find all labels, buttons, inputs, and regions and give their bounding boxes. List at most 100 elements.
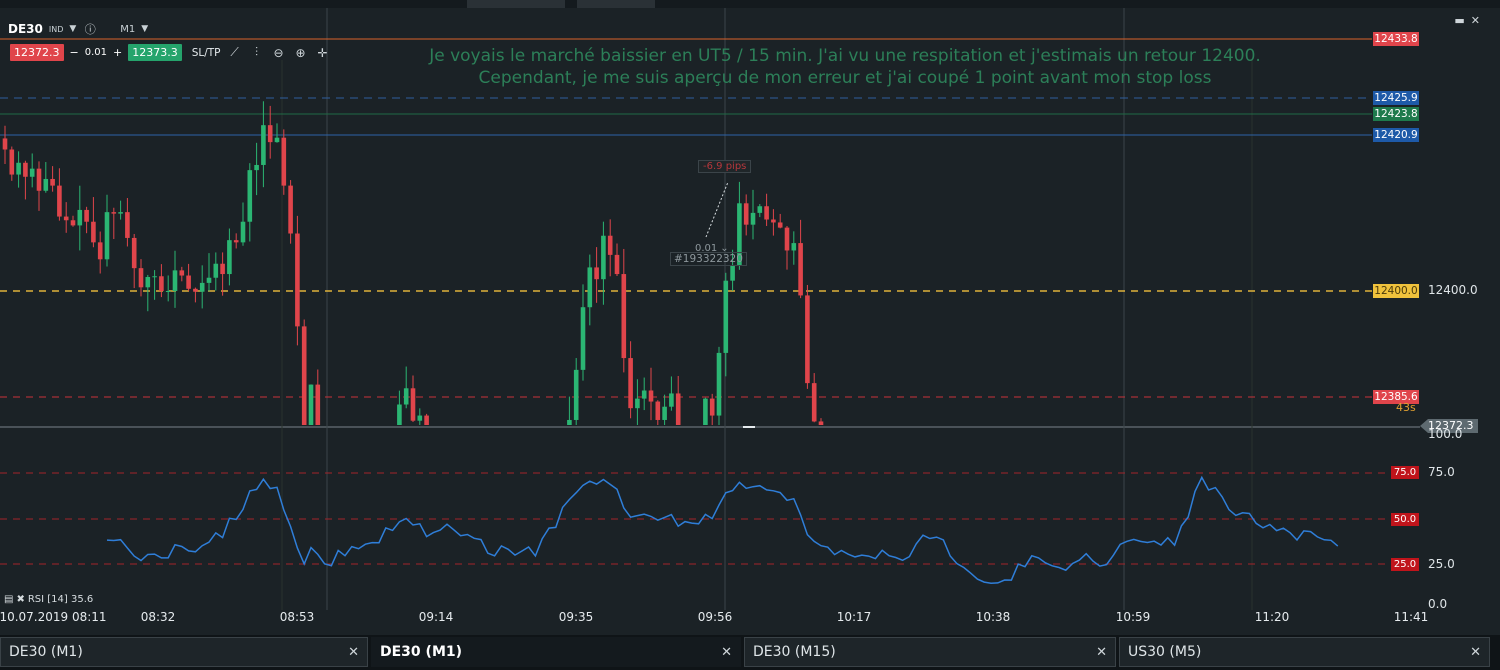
symbol-dropdown-icon[interactable]: ▼ (69, 24, 77, 34)
close-icon[interactable]: ✕ (1470, 645, 1481, 660)
close-icon[interactable]: ✕ (721, 645, 732, 660)
indicators-icon[interactable]: ⫶ (255, 45, 259, 59)
candle-up (403, 388, 409, 405)
timeframe-selector[interactable]: M1 (120, 23, 136, 35)
minimize-icon[interactable]: ▬ (1454, 14, 1465, 27)
x-axis-label: 09:14 (418, 610, 454, 624)
tab-us30-m5[interactable]: US30 (M5) ✕ (1119, 637, 1490, 667)
candle-up (641, 390, 647, 399)
price-axis-label: 12400.0 (1428, 283, 1478, 297)
zoom-in-icon[interactable]: ⊕ (295, 45, 306, 60)
lot-decrease-button[interactable]: − (69, 46, 79, 59)
candle-down (315, 384, 321, 425)
candle-down (301, 326, 307, 425)
candle-up (145, 276, 151, 288)
x-axis-label: 10:59 (1115, 610, 1151, 624)
candle-down (764, 206, 769, 220)
timeframe-dropdown-icon[interactable]: ▼ (141, 24, 149, 34)
price-label-yellow[interactable]: 12400.0 (1373, 284, 1419, 298)
rsi-axis-25: 25.0 (1428, 557, 1455, 571)
tab-de30-m15[interactable]: DE30 (M15) ✕ (744, 637, 1116, 667)
candle-up (152, 276, 157, 278)
candle-down (186, 275, 191, 289)
price-label-orange[interactable]: 12433.8 (1373, 32, 1419, 46)
candle-down (97, 242, 103, 260)
candle-up (737, 203, 742, 266)
trade-volume: 0.01 (695, 243, 718, 254)
indicator-settings-icon[interactable]: ▤ (4, 594, 14, 605)
symbol-name[interactable]: DE30 (8, 22, 43, 36)
chart-area[interactable] (0, 0, 1500, 635)
x-axis-label: 08:32 (140, 610, 176, 624)
candle-up (247, 170, 253, 222)
price-label-red[interactable]: 12385.6 (1373, 390, 1419, 404)
trade-ticket-label[interactable]: #193322320 (670, 252, 747, 266)
trade-volume-label[interactable]: 0.01 ⌄ (695, 243, 729, 254)
candle-down (159, 276, 164, 291)
x-axis-label: 10:38 (975, 610, 1011, 624)
tab-de30-m1-active[interactable]: DE30 (M1) ✕ (371, 637, 741, 667)
candle-down (784, 227, 790, 251)
tab-label: DE30 (M1) (380, 644, 463, 660)
candle-down (424, 415, 429, 425)
lot-size-input[interactable]: 0.01 (84, 47, 107, 58)
close-icon[interactable]: ✕ (1470, 14, 1480, 27)
candle-down (36, 168, 42, 191)
candle-down (91, 221, 96, 243)
indicator-remove-icon[interactable]: ✖ (16, 594, 25, 605)
tab-de30-m1[interactable]: DE30 (M1) ✕ (0, 637, 368, 667)
chart-annotation[interactable]: Je voyais le marché baissier en UT5 / 15… (360, 45, 1330, 89)
candle-up (199, 282, 205, 292)
price-label-green[interactable]: 12423.8 (1373, 107, 1419, 121)
chart-type-icon[interactable]: ⟋ (230, 45, 239, 59)
candle-down (111, 212, 117, 214)
x-axis-label: 11:20 (1254, 610, 1290, 624)
x-axis-label: 09:56 (697, 610, 733, 624)
trade-toolbar: 12372.3 − 0.01 + 12373.3 SL/TP ⟋ ⫶ ⊖ ⊕ ✛ (10, 43, 331, 62)
sltp-button[interactable]: SL/TP (191, 46, 221, 59)
candle-down (125, 212, 130, 238)
candle-up (165, 291, 171, 292)
close-icon[interactable]: ✕ (348, 645, 359, 660)
candle-up (757, 206, 763, 213)
candle-down (220, 263, 225, 275)
price-label-blue[interactable]: 12420.9 (1373, 128, 1419, 142)
rsi-indicator-label[interactable]: ▤ ✖ RSI [14] 35.6 (4, 594, 93, 605)
candle-down (655, 401, 661, 420)
candle-down (193, 288, 198, 292)
candle-up (662, 406, 667, 420)
candle-down (179, 270, 185, 276)
sell-button[interactable]: 12372.3 (10, 44, 64, 61)
candle-down (2, 138, 8, 150)
candle-up (308, 384, 314, 425)
zoom-out-icon[interactable]: ⊖ (273, 45, 284, 60)
x-axis-label: 11:41 (1393, 610, 1429, 624)
close-icon[interactable]: ✕ (1096, 645, 1107, 660)
candle-down (805, 295, 810, 384)
chevron-down-icon[interactable]: ⌄ (720, 243, 729, 254)
crosshair-icon[interactable]: ✛ (317, 45, 328, 60)
candle-down (9, 149, 15, 175)
top-tab-segment[interactable] (577, 0, 655, 8)
rsi-level-label-25: 25.0 (1391, 558, 1419, 571)
candle-down (70, 220, 76, 226)
candle-down (607, 235, 613, 255)
lot-increase-button[interactable]: + (112, 46, 123, 59)
candle-down (818, 421, 824, 425)
candle-up (77, 209, 83, 226)
candle-up (118, 212, 123, 214)
candle-down (84, 209, 89, 222)
candle-down (771, 219, 776, 223)
top-tab-segment[interactable] (467, 0, 565, 8)
candle-up (213, 263, 219, 278)
candlestick-series (2, 101, 824, 425)
buy-button[interactable]: 12373.3 (128, 44, 182, 61)
info-icon[interactable]: ⓘ (84, 23, 96, 36)
candle-down (614, 254, 620, 275)
candle-up (240, 221, 246, 243)
price-label-blue-dashed[interactable]: 12425.9 (1373, 91, 1419, 105)
candle-down (621, 274, 627, 359)
rsi-label-text: RSI [14] 35.6 (27, 594, 94, 605)
candle-up (16, 162, 21, 175)
candle-up (29, 168, 35, 177)
